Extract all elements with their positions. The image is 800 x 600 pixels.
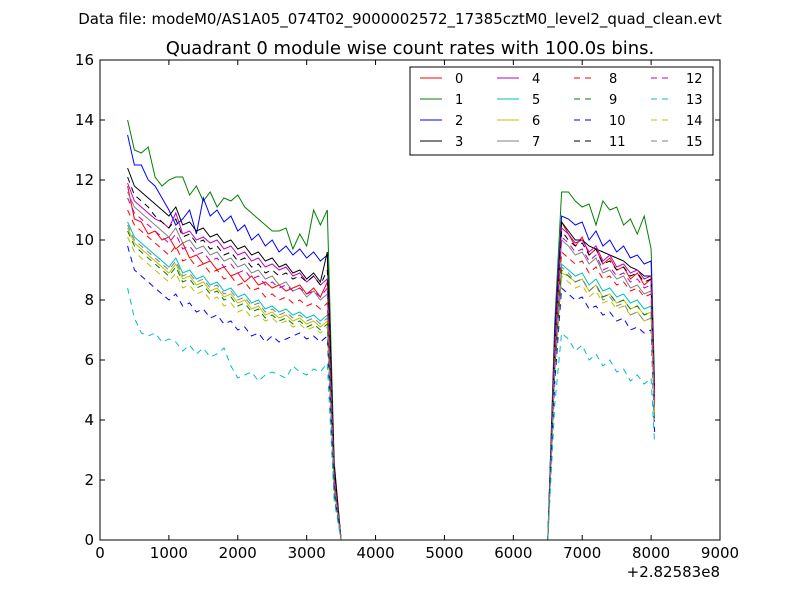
y-tick-label: 6: [84, 351, 94, 369]
y-tick-label: 0: [84, 531, 94, 549]
y-tick-label: 10: [75, 231, 94, 249]
series-line-15: [127, 224, 656, 541]
x-offset-label: +2.82583e8: [627, 563, 720, 581]
legend-label-7: 7: [532, 135, 540, 150]
legend-label-2: 2: [455, 114, 463, 129]
x-tick-label: 6000: [494, 544, 532, 562]
series-line-8: [127, 209, 656, 541]
series-line-4: [127, 182, 656, 541]
chart-title: Quadrant 0 module wise count rates with …: [166, 38, 655, 59]
legend-label-8: 8: [609, 72, 617, 87]
series-line-2: [127, 134, 656, 541]
y-tick-label: 14: [75, 111, 94, 129]
y-tick-label: 8: [84, 291, 94, 309]
series-line-9: [127, 230, 656, 541]
legend-label-9: 9: [609, 93, 617, 108]
chart-suptitle: Data file: modeM0/AS1A05_074T02_90000025…: [78, 10, 722, 29]
legend-label-4: 4: [532, 72, 540, 87]
series-line-5: [127, 221, 656, 541]
x-tick-label: 4000: [356, 544, 394, 562]
series-line-3: [127, 167, 656, 541]
x-tick-label: 0: [95, 544, 105, 562]
y-tick-label: 4: [84, 411, 94, 429]
series-line-1: [127, 119, 656, 541]
legend-label-6: 6: [532, 114, 540, 129]
y-tick-label: 16: [75, 51, 94, 69]
x-tick-label: 1000: [150, 544, 188, 562]
y-tick-label: 12: [75, 171, 94, 189]
legend-label-15: 15: [686, 135, 703, 150]
x-tick-label: 9000: [701, 544, 739, 562]
series-line-14: [127, 236, 656, 541]
series-line-12: [127, 197, 656, 541]
legend-label-11: 11: [609, 135, 626, 150]
series-layer: [127, 119, 656, 541]
legend-label-0: 0: [455, 72, 463, 87]
x-tick-label: 5000: [425, 544, 463, 562]
legend-label-12: 12: [686, 72, 703, 87]
legend-label-1: 1: [455, 93, 463, 108]
x-tick-label: 7000: [563, 544, 601, 562]
legend-label-3: 3: [455, 135, 463, 150]
legend-label-5: 5: [532, 93, 540, 108]
x-tick-label: 8000: [632, 544, 670, 562]
series-line-13: [127, 287, 656, 541]
legend-label-10: 10: [609, 114, 626, 129]
legend-label-13: 13: [686, 93, 703, 108]
legend-box: [409, 66, 714, 156]
series-line-11: [127, 176, 656, 541]
legend-label-14: 14: [686, 114, 703, 129]
x-tick-label: 2000: [219, 544, 257, 562]
x-tick-label: 3000: [288, 544, 326, 562]
axis-layer: 0 1000 2000 3000 4000 5000 6000 7000 8000 9000 0 2 4…: [75, 51, 739, 562]
series-line-10: [127, 245, 656, 541]
y-tick-label: 2: [84, 471, 94, 489]
